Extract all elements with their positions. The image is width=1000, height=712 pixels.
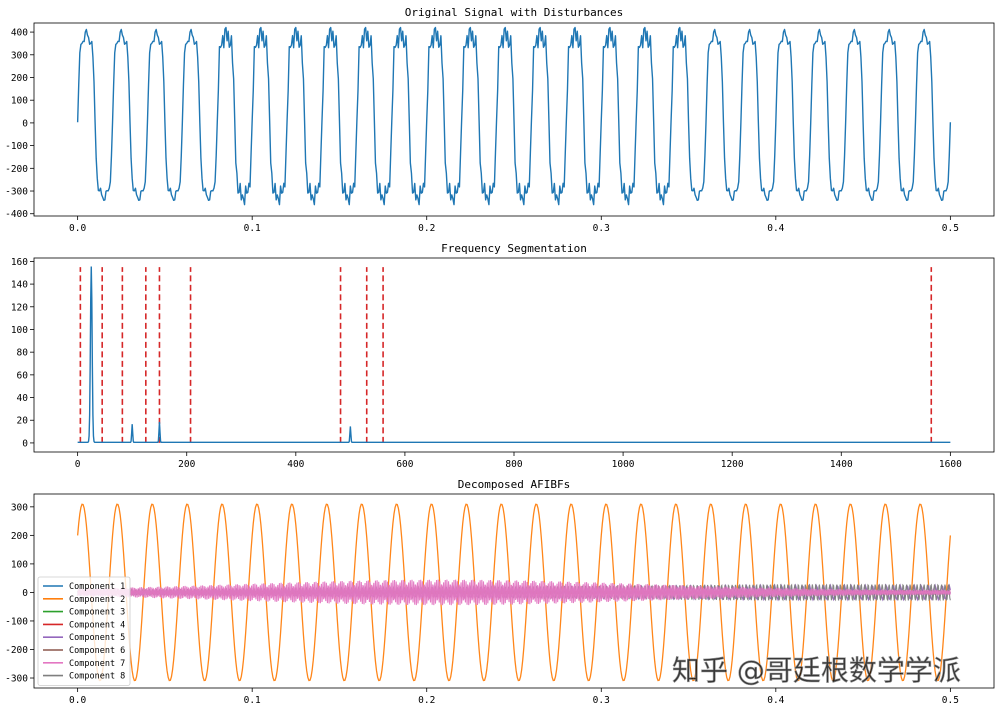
x-tick-label: 0.0 <box>69 223 86 234</box>
legend: Component 1 Component 2 Component 3 Compone… <box>37 576 131 686</box>
x-tick-label: 0.4 <box>767 695 784 706</box>
y-tick-label: -200 <box>5 164 28 175</box>
series-line-component-7 <box>77 579 951 606</box>
y-tick-label: 80 <box>17 348 29 359</box>
x-tick-label: 0.1 <box>244 223 261 234</box>
series-line-component-2 <box>76 503 952 682</box>
x-tick-label: 400 <box>287 459 304 470</box>
x-tick-label: 1200 <box>721 459 744 470</box>
y-tick-label: 0 <box>22 118 28 129</box>
y-tick-label: 0 <box>22 588 28 599</box>
legend-label-8: Component 8 <box>69 672 125 682</box>
y-tick-label: 100 <box>11 325 28 336</box>
y-tick-label: 120 <box>11 302 28 313</box>
x-tick-label: 0.3 <box>593 223 610 234</box>
y-tick-label: -100 <box>5 141 28 152</box>
y-tick-label: 160 <box>11 257 28 268</box>
x-tick-label: 0.0 <box>69 695 86 706</box>
x-tick-label: 0.3 <box>593 695 610 706</box>
plot-area: 0 200 400 600 800 1000 1200 1400 1600 0 20 40 60 80 10… <box>11 257 962 470</box>
panel-decomposed-afibfs: Decomposed AFIBFs 0.0 0.1 0.2 0.3 0.4 0.5 -300… <box>5 478 995 706</box>
legend-label-7: Component 7 <box>69 659 125 669</box>
y-tick-label: 400 <box>11 28 28 39</box>
x-tick-label: 1000 <box>612 459 635 470</box>
axes-frame <box>33 257 995 453</box>
spectrum-line <box>77 266 951 444</box>
legend-label-4: Component 4 <box>69 620 125 630</box>
x-tick-label: 800 <box>505 459 522 470</box>
legend-label-3: Component 3 <box>69 608 125 618</box>
y-tick-label: 300 <box>11 50 28 61</box>
y-tick-label: -400 <box>5 209 28 220</box>
panel-title: Original Signal with Disturbances <box>405 6 624 19</box>
x-tick-label: 0.1 <box>244 695 261 706</box>
legend-box <box>37 576 131 686</box>
x-tick-label: 1600 <box>939 459 962 470</box>
y-tick-label: 20 <box>17 416 29 427</box>
x-tick-label: 0.2 <box>418 223 435 234</box>
legend-label-5: Component 5 <box>69 633 125 643</box>
panel-title: Frequency Segmentation <box>441 242 587 255</box>
axes-frame <box>33 493 995 689</box>
series-line-signal <box>76 26 952 206</box>
series-group <box>76 503 952 682</box>
y-tick-label: 0 <box>22 438 28 449</box>
y-tick-label: 140 <box>11 280 28 291</box>
legend-label-6: Component 6 <box>69 646 125 656</box>
y-tick-label: 40 <box>17 393 29 404</box>
y-tick-label: -100 <box>5 616 28 627</box>
y-tick-label: 60 <box>17 370 29 381</box>
x-tick-label: 0.5 <box>942 695 959 706</box>
y-tick-label: 300 <box>11 502 28 513</box>
y-tick-label: 100 <box>11 96 28 107</box>
y-tick-label: 100 <box>11 559 28 570</box>
plot-area: 0.0 0.1 0.2 0.3 0.4 0.5 -400 -300 -200 -100 0 100 20… <box>5 26 959 234</box>
plot-area: 0.0 0.1 0.2 0.3 0.4 0.5 -300 -200 -100 0 100 200 300 <box>5 502 959 706</box>
x-tick-label: 0.2 <box>418 695 435 706</box>
axes-frame <box>33 22 995 217</box>
x-tick-label: 0.5 <box>942 223 959 234</box>
x-tick-label: 0.4 <box>767 223 784 234</box>
y-tick-label: -300 <box>5 674 28 685</box>
y-tick-label: 200 <box>11 73 28 84</box>
legend-label-2: Component 2 <box>69 595 125 605</box>
x-tick-label: 1400 <box>830 459 853 470</box>
panel-original-signal: Original Signal with Disturbances 0.0 0.1… <box>5 6 995 234</box>
panel-frequency-segmentation: Frequency Segmentation 0 200 400 600 800 1000… <box>11 242 995 470</box>
y-tick-label: -300 <box>5 187 28 198</box>
x-tick-label: 0 <box>75 459 81 470</box>
y-tick-label: 200 <box>11 531 28 542</box>
x-tick-label: 600 <box>396 459 413 470</box>
legend-label-1: Component 1 <box>69 582 125 592</box>
watermark: 知乎 @哥廷根数学学派 <box>672 654 961 687</box>
panel-title: Decomposed AFIBFs <box>458 478 571 491</box>
x-tick-label: 200 <box>178 459 195 470</box>
y-tick-label: -200 <box>5 645 28 656</box>
